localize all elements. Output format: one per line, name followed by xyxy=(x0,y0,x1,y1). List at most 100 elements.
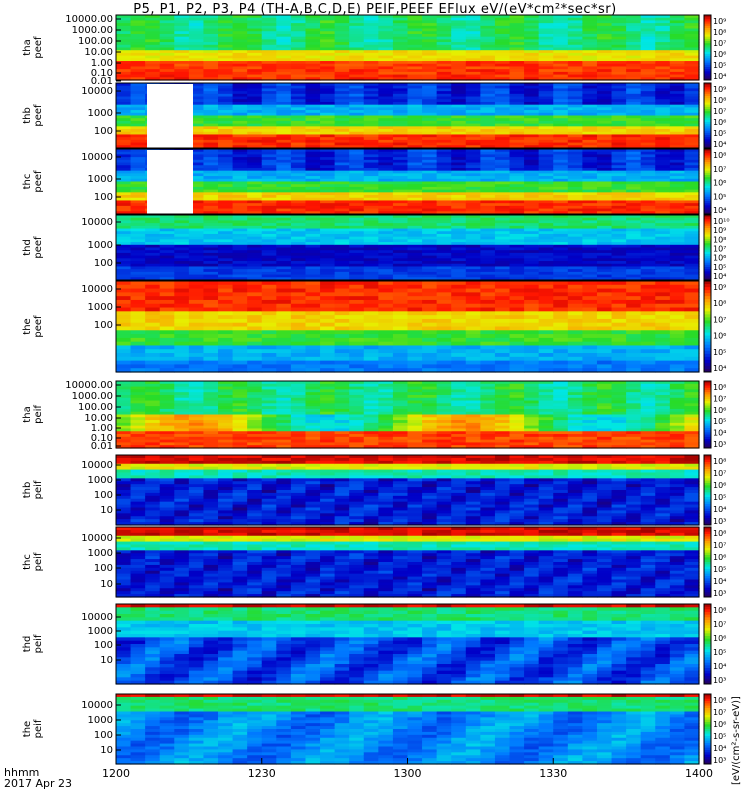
heatmap-cell xyxy=(436,91,452,95)
heatmap-cell xyxy=(480,74,496,78)
heatmap-cell xyxy=(232,137,248,141)
heatmap-cell xyxy=(611,261,627,265)
heatmap-cell xyxy=(159,360,175,366)
heatmap-cell xyxy=(567,217,583,222)
heatmap-cell xyxy=(130,231,146,235)
heatmap-cell xyxy=(349,330,365,335)
heatmap-cell xyxy=(203,176,219,180)
heatmap-cell xyxy=(509,55,525,59)
heatmap-cell xyxy=(596,368,613,373)
heatmap-cell xyxy=(203,74,219,78)
heatmap-cell xyxy=(305,261,321,265)
heatmap-cell xyxy=(392,225,409,230)
heatmap-cell xyxy=(684,42,700,46)
heatmap-cell xyxy=(261,255,277,259)
heatmap-cell xyxy=(494,129,511,133)
heatmap-cell xyxy=(553,71,569,76)
heatmap-cell xyxy=(276,225,292,230)
heatmap-cell xyxy=(596,239,613,243)
heatmap-cell xyxy=(553,236,569,240)
heatmap-cell xyxy=(305,330,321,335)
heatmap-cell xyxy=(290,110,307,114)
heatmap-cell xyxy=(218,176,234,180)
heatmap-cell xyxy=(655,303,671,309)
heatmap-cell xyxy=(494,71,511,76)
heatmap-cell xyxy=(669,266,686,270)
heatmap-cell xyxy=(363,258,379,262)
heatmap-cell xyxy=(626,368,642,373)
heatmap-cell xyxy=(378,326,394,331)
heatmap-cell xyxy=(290,192,307,196)
colorbar-segment xyxy=(704,151,711,154)
heatmap-cell xyxy=(626,263,642,268)
heatmap-cell xyxy=(218,200,234,204)
heatmap-cell xyxy=(363,353,379,358)
heatmap-cell xyxy=(509,225,525,230)
heatmap-cell xyxy=(363,356,379,362)
heatmap-cell xyxy=(524,215,540,219)
heatmap-cell xyxy=(247,15,263,19)
colorbar-tick-label: 10⁷ xyxy=(713,107,726,116)
heatmap-cell xyxy=(553,277,569,281)
heatmap-cell xyxy=(378,23,394,27)
heatmap-cell xyxy=(145,63,161,68)
heatmap-cell xyxy=(378,277,394,281)
heatmap-cell xyxy=(553,184,569,188)
heatmap-cell xyxy=(465,250,481,254)
heatmap-cell xyxy=(422,189,438,193)
heatmap-cell xyxy=(436,61,452,65)
heatmap-cell xyxy=(494,83,511,87)
heatmap-cell xyxy=(116,28,132,32)
heatmap-cell xyxy=(290,284,307,290)
heatmap-cell xyxy=(232,50,248,54)
heatmap-cell xyxy=(655,252,671,257)
heatmap-cell xyxy=(567,299,583,305)
heatmap-cell xyxy=(669,145,686,149)
heatmap-cell xyxy=(509,110,525,114)
heatmap-cell xyxy=(320,356,336,362)
heatmap-cell xyxy=(188,15,205,19)
heatmap-cell xyxy=(640,44,656,49)
heatmap-cell xyxy=(218,145,234,149)
heatmap-cell xyxy=(334,255,350,259)
heatmap-cell xyxy=(524,284,540,290)
heatmap-cell xyxy=(188,39,205,43)
heatmap-cell xyxy=(130,247,146,251)
heatmap-cell xyxy=(174,247,190,251)
heatmap-cell xyxy=(626,85,642,90)
heatmap-cell xyxy=(407,353,423,358)
heatmap-cell xyxy=(392,157,409,161)
heatmap-cell xyxy=(320,296,336,301)
heatmap-cell xyxy=(611,330,627,335)
heatmap-cell xyxy=(553,266,569,270)
heatmap-cell xyxy=(378,71,394,76)
heatmap-cell xyxy=(655,215,671,219)
heatmap-cell xyxy=(159,223,175,227)
heatmap-cell xyxy=(669,326,686,331)
heatmap-cell xyxy=(203,151,219,156)
heatmap-cell xyxy=(509,307,525,312)
heatmap-cell xyxy=(232,112,248,117)
heatmap-cell xyxy=(290,261,307,265)
heatmap-cell xyxy=(480,145,496,149)
heatmap-cell xyxy=(130,162,146,166)
heatmap-cell xyxy=(596,115,613,119)
heatmap-cell xyxy=(378,151,394,156)
heatmap-cell xyxy=(203,277,219,281)
heatmap-cell xyxy=(188,261,205,265)
heatmap-cell xyxy=(232,184,248,188)
heatmap-cell xyxy=(247,151,263,156)
colorbar-tick-label: 10⁵ xyxy=(713,61,726,70)
heatmap-cell xyxy=(436,231,452,235)
heatmap-cell xyxy=(626,184,642,188)
heatmap-cell xyxy=(480,167,496,172)
heatmap-cell xyxy=(509,129,525,133)
heatmap-cell xyxy=(363,20,379,24)
heatmap-cell xyxy=(611,255,627,259)
heatmap-cell xyxy=(349,101,365,106)
heatmap-cell xyxy=(436,170,452,174)
heatmap-cell xyxy=(203,25,219,30)
heatmap-cell xyxy=(159,337,175,343)
heatmap-cell xyxy=(640,157,656,161)
heatmap-cell xyxy=(261,142,277,146)
